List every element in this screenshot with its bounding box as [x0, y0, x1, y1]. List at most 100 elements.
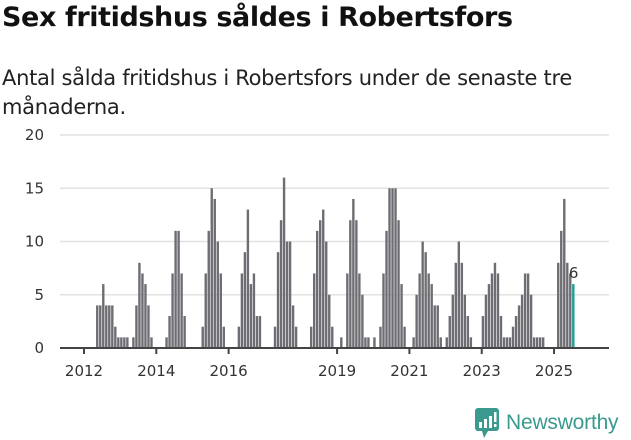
- bar: [279, 220, 283, 348]
- bar: [243, 252, 247, 348]
- bar: [569, 273, 572, 348]
- chart-subtitle: Antal sålda fritidshus i Robertsfors und…: [2, 66, 572, 119]
- bar: [481, 316, 485, 348]
- bar: [457, 241, 461, 348]
- bar: [496, 273, 500, 348]
- bar: [117, 337, 120, 348]
- x-tick-label: 2012: [65, 362, 103, 380]
- brand-name: Newsworthy: [506, 411, 619, 434]
- bar: [141, 273, 144, 348]
- bar: [566, 262, 569, 348]
- bar-chart-speech-bubble-icon: [475, 408, 499, 438]
- highlighted-bar: [572, 284, 575, 348]
- bar: [535, 337, 539, 348]
- bar: [538, 337, 542, 348]
- bar: [322, 209, 325, 348]
- bar: [282, 177, 286, 348]
- bar: [379, 326, 382, 348]
- bar: [183, 316, 186, 348]
- bar: [487, 284, 491, 348]
- bar: [204, 273, 207, 348]
- bar: [439, 337, 442, 348]
- bar: [349, 220, 352, 348]
- y-tick-label: 20: [25, 126, 44, 144]
- bar: [216, 241, 219, 348]
- bar: [355, 220, 358, 348]
- bar: [171, 273, 174, 348]
- bar: [469, 337, 473, 348]
- bar: [463, 294, 467, 348]
- bar: [421, 241, 424, 348]
- x-tick-label: 2014: [137, 362, 175, 380]
- bar: [249, 284, 253, 348]
- chart-title: Sex fritidshus såldes i Robertsfors: [2, 2, 513, 33]
- bar: [252, 273, 256, 348]
- bar: [312, 273, 316, 348]
- bar: [207, 230, 210, 348]
- bar: [150, 337, 153, 348]
- bar: [514, 316, 518, 348]
- bar: [174, 230, 177, 348]
- bar: [120, 337, 123, 348]
- y-tick-label: 10: [25, 233, 44, 251]
- bar: [532, 337, 536, 348]
- bar: [352, 198, 355, 348]
- bar: [424, 252, 427, 348]
- bar: [340, 337, 343, 348]
- bar: [385, 230, 388, 348]
- x-tick-label: 2021: [390, 362, 428, 380]
- bar: [168, 316, 171, 348]
- bar: [373, 337, 376, 348]
- x-tick-label: 2019: [318, 362, 356, 380]
- bar: [144, 284, 147, 348]
- bar: [391, 188, 394, 348]
- bar: [541, 337, 545, 348]
- bar: [319, 220, 322, 348]
- bar: [138, 262, 141, 348]
- bar: [511, 326, 515, 348]
- bar: [99, 305, 102, 348]
- bar: [364, 337, 367, 348]
- bar: [394, 188, 397, 348]
- bar: [126, 337, 129, 348]
- bar: [508, 337, 512, 348]
- x-tick-label: 2025: [535, 362, 573, 380]
- bar: [180, 273, 183, 348]
- bar: [177, 230, 180, 348]
- bar: [460, 262, 464, 348]
- bar: [105, 305, 108, 348]
- bar: [331, 326, 334, 348]
- bar: [210, 188, 213, 348]
- bar: [96, 305, 99, 348]
- bar: [505, 337, 509, 348]
- bar: [466, 316, 470, 348]
- bar: [502, 337, 506, 348]
- bar: [276, 252, 280, 348]
- bar: [285, 241, 289, 348]
- bar: [114, 326, 117, 348]
- bar: [490, 273, 494, 348]
- bar: [493, 262, 497, 348]
- bar: [433, 305, 436, 348]
- bar-chart: 0 5 10 15 20 6 2012 2014 2016 2019 2021 2023 2025: [0, 120, 631, 390]
- bar: [123, 337, 126, 348]
- bar: [309, 326, 313, 348]
- bar: [246, 209, 250, 348]
- bar: [325, 241, 328, 348]
- chart-canvas: 0 5 10 15 20 6 2012 2014 2016 2019 2021 2023 2025: [25, 126, 609, 380]
- bar: [412, 337, 415, 348]
- bar: [400, 284, 403, 348]
- bar: [135, 305, 138, 348]
- y-tick-label: 5: [34, 286, 44, 304]
- bar: [484, 294, 488, 348]
- bar: [346, 273, 349, 348]
- bar: [316, 230, 319, 348]
- bar: [560, 230, 563, 348]
- bar: [213, 198, 216, 348]
- x-tick-label: 2016: [210, 362, 248, 380]
- bar: [430, 284, 433, 348]
- bar: [445, 337, 448, 348]
- bar: [367, 337, 370, 348]
- bar: [240, 273, 244, 348]
- bar: [255, 316, 259, 348]
